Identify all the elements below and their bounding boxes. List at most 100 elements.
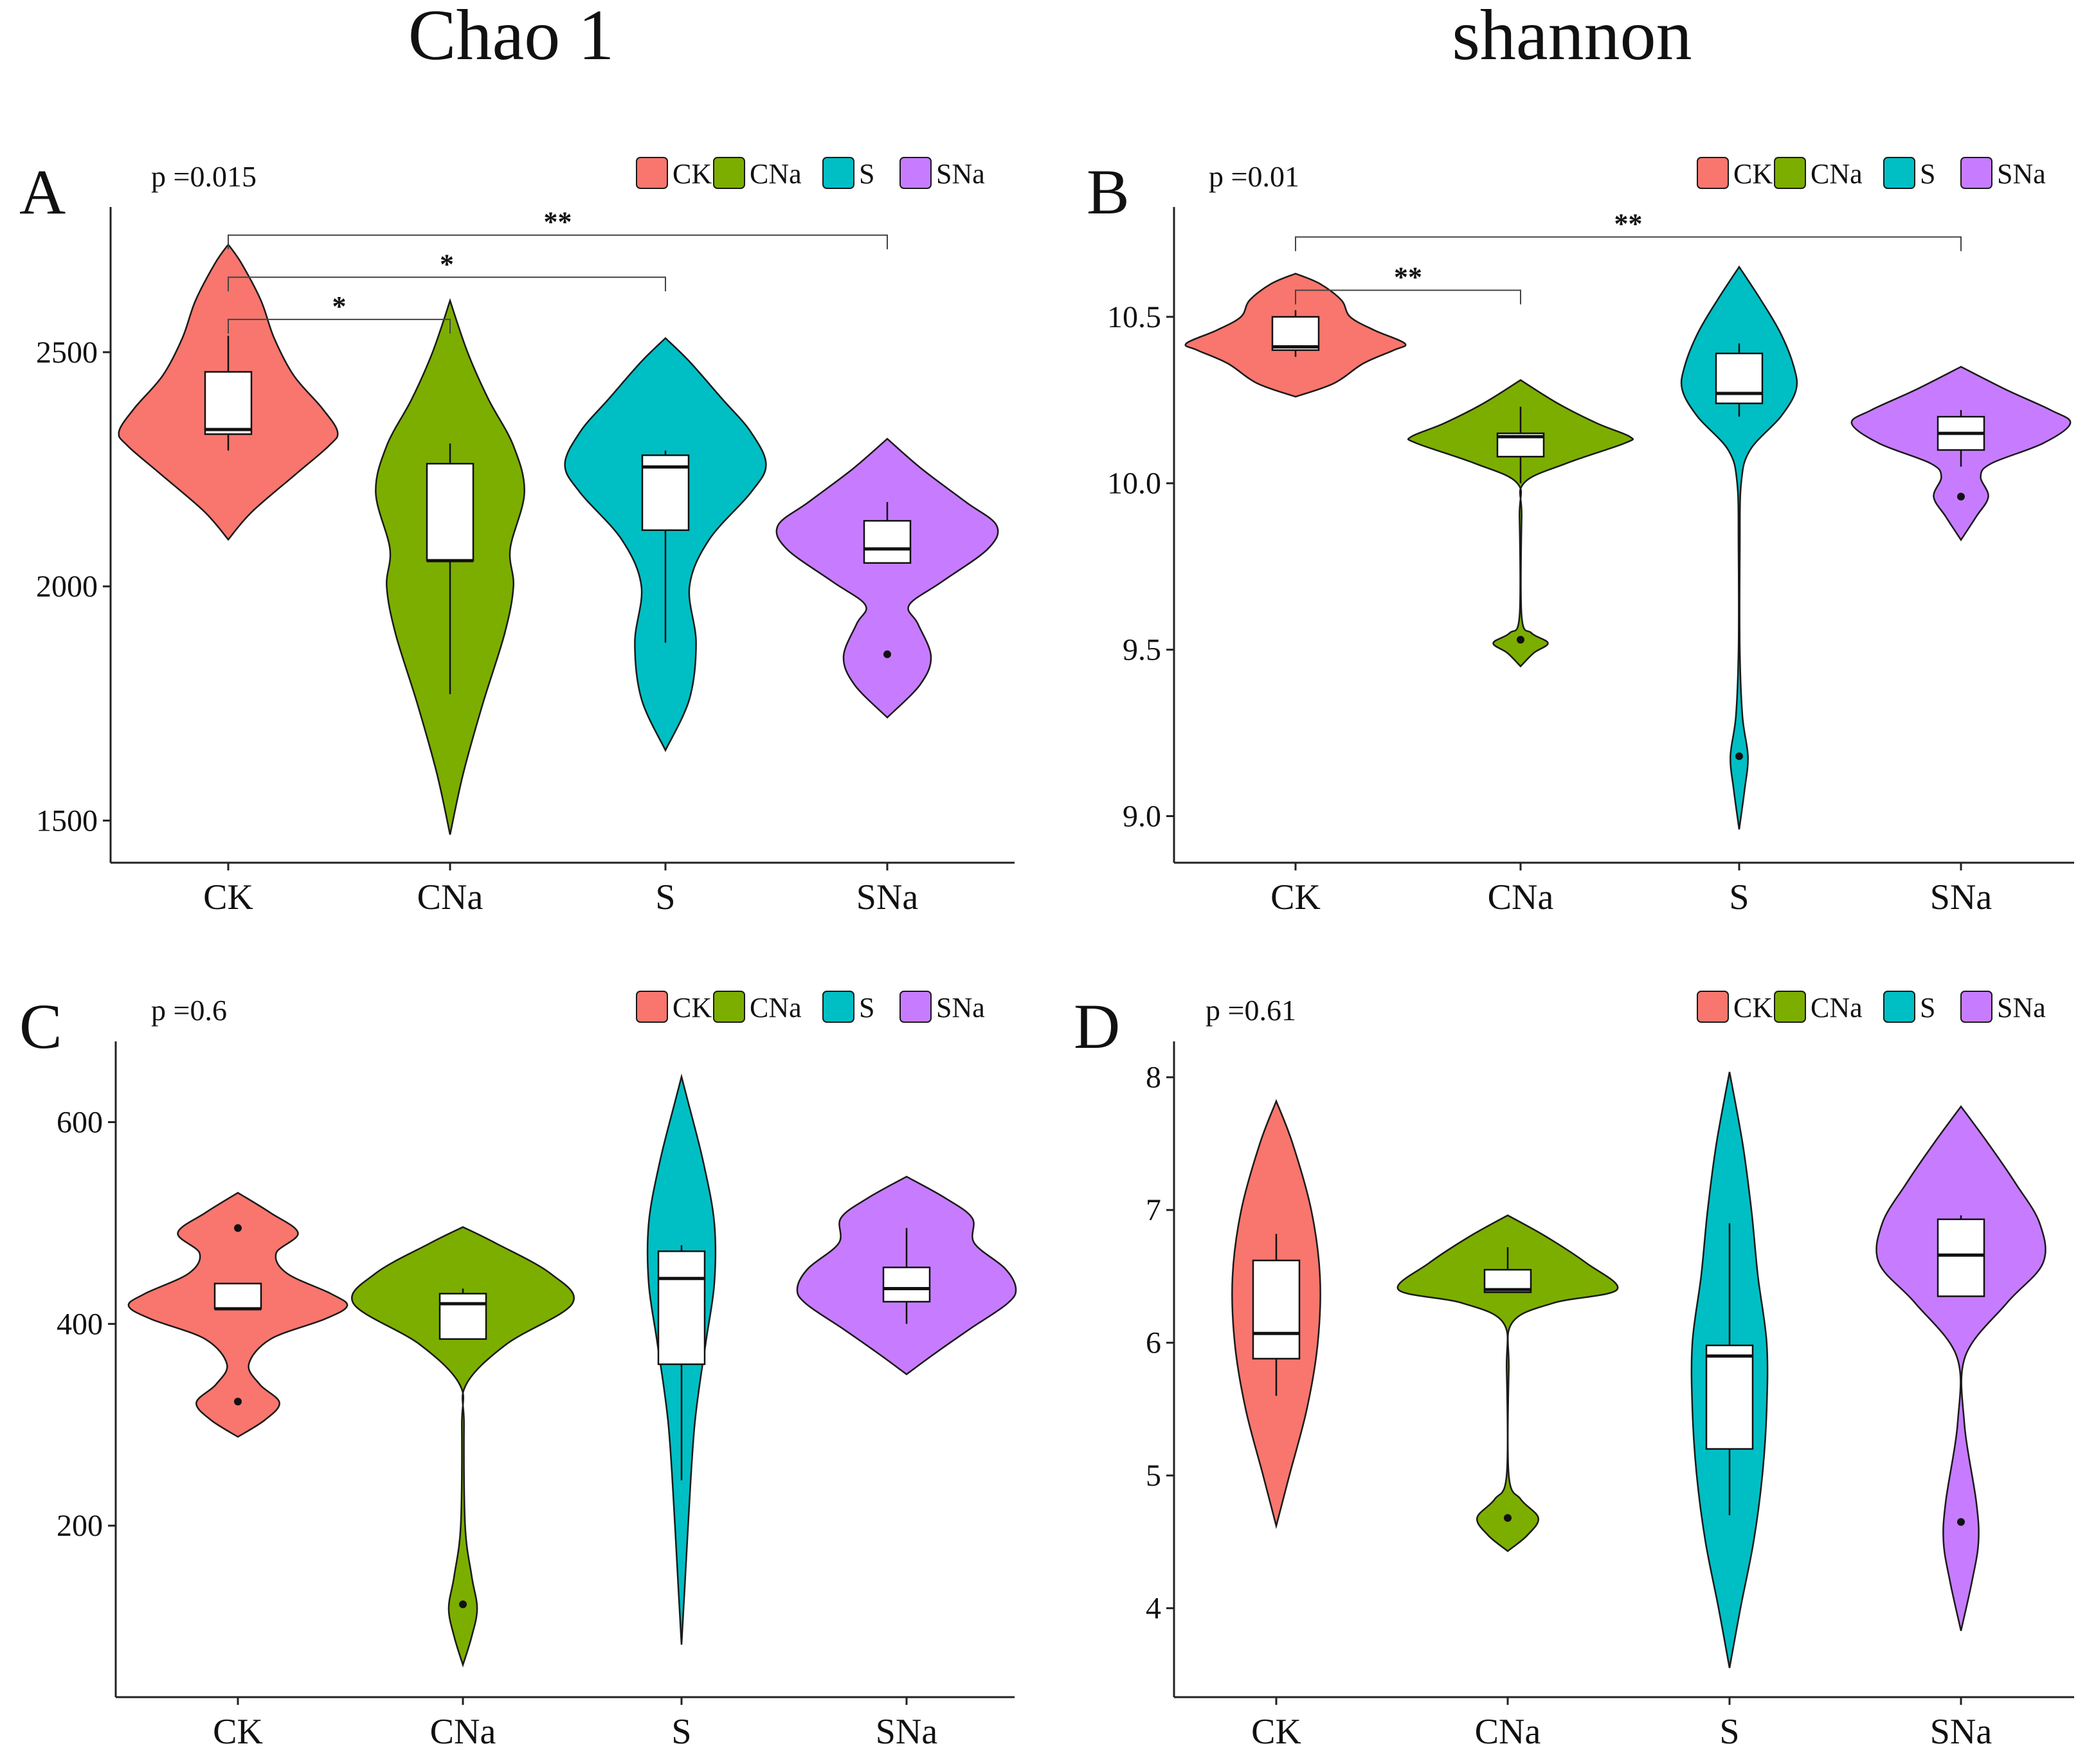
x-tick-label-cna: CNa — [430, 1712, 496, 1752]
legend-label-ck: CK — [673, 158, 712, 190]
y-tick-label: 400 — [57, 1307, 103, 1341]
y-tick-label: 2500 — [36, 336, 98, 370]
x-tick-label-s: S — [1729, 878, 1749, 917]
y-tick-label: 6 — [1146, 1326, 1161, 1360]
x-tick-label-ck: CK — [203, 878, 253, 917]
outlier-point-ck — [234, 1398, 242, 1406]
legend-label-sna: SNa — [936, 992, 985, 1023]
x-tick-label-sna: SNa — [856, 878, 919, 917]
column-title-right: shannon — [1452, 0, 1692, 75]
y-tick-label: 9.5 — [1123, 633, 1161, 667]
y-tick-label: 10.0 — [1107, 467, 1161, 501]
p-value-label: p =0.01 — [1209, 160, 1299, 193]
box-s — [657, 1250, 706, 1365]
significance-bracket — [228, 234, 888, 249]
violin-sna — [1875, 1105, 2046, 1632]
outlier-point-s — [1735, 752, 1743, 760]
legend-swatch-s — [822, 157, 854, 189]
significance-bracket — [228, 276, 666, 292]
significance-bracket — [1295, 236, 1962, 251]
y-tick-label: 7 — [1146, 1193, 1161, 1227]
x-tick-label-cna: CNa — [1488, 878, 1554, 917]
box-cna — [438, 1293, 487, 1340]
box-sna — [1937, 1218, 1985, 1297]
legend-swatch-ck — [1697, 157, 1729, 189]
box-sna — [863, 519, 912, 564]
box-ck — [1271, 316, 1320, 351]
legend-swatch-s — [822, 991, 854, 1023]
legend-swatch-cna — [1774, 991, 1806, 1023]
x-tick-label-sna: SNa — [876, 1712, 938, 1752]
legend-label-cna: CNa — [1811, 158, 1863, 190]
legend-label-sna: SNa — [936, 158, 985, 190]
legend-swatch-s — [1883, 991, 1915, 1023]
outlier-point-sna — [1957, 492, 1965, 501]
y-tick-label: 4 — [1146, 1592, 1161, 1626]
significance-label: * — [440, 248, 454, 280]
significance-label: * — [332, 291, 347, 322]
legend-label-s: S — [859, 992, 874, 1023]
legend-label-s: S — [1920, 158, 1935, 190]
box-s — [1705, 1344, 1754, 1450]
x-tick-label-ck: CK — [1270, 878, 1321, 917]
legend-label-cna: CNa — [750, 158, 802, 190]
y-tick-label: 8 — [1146, 1061, 1161, 1095]
outlier-point-cna — [459, 1600, 467, 1608]
legend-swatch-ck — [636, 157, 668, 189]
violin-s — [1680, 265, 1798, 830]
significance-bracket — [228, 318, 451, 334]
legend-label-ck: CK — [1733, 992, 1773, 1023]
outlier-point-ck — [234, 1224, 242, 1232]
box-ck — [1252, 1259, 1301, 1360]
outlier-point-sna — [883, 650, 891, 658]
x-tick-label-ck: CK — [213, 1712, 263, 1752]
legend-swatch-cna — [1774, 157, 1806, 189]
x-tick-label-cna: CNa — [1475, 1712, 1541, 1752]
violin-cna — [351, 1226, 575, 1668]
box-ck — [204, 371, 253, 435]
legend-label-s: S — [1920, 992, 1935, 1023]
box-cna — [426, 463, 474, 562]
violin-sna — [775, 437, 999, 719]
legend-label-sna: SNa — [1997, 158, 2046, 190]
x-tick-label-sna: SNa — [1930, 878, 1992, 917]
y-tick-label: 2000 — [36, 570, 98, 604]
y-tick-label: 5 — [1146, 1459, 1161, 1493]
legend-swatch-sna — [899, 991, 932, 1023]
p-value-label: p =0.015 — [151, 160, 257, 193]
legend-label-sna: SNa — [1997, 992, 2046, 1023]
outlier-point-sna — [1957, 1518, 1965, 1526]
legend-swatch-cna — [713, 157, 745, 189]
legend-swatch-sna — [1960, 991, 1992, 1023]
legend-label-cna: CNa — [750, 992, 802, 1023]
significance-label: ** — [1614, 208, 1643, 240]
x-tick-label-ck: CK — [1251, 1712, 1301, 1752]
box-s — [1715, 352, 1764, 404]
legend-swatch-s — [1883, 157, 1915, 189]
panel-letter: C — [19, 991, 62, 1062]
panel-letter: A — [19, 156, 66, 228]
panel-letter: B — [1087, 156, 1130, 228]
legend-label-s: S — [859, 158, 874, 190]
significance-label: ** — [1394, 261, 1422, 292]
significance-bracket — [1295, 289, 1521, 305]
y-tick-label: 200 — [57, 1509, 103, 1543]
x-tick-label-s: S — [671, 1712, 691, 1752]
legend-swatch-sna — [1960, 157, 1992, 189]
box-sna — [882, 1266, 931, 1303]
legend-label-ck: CK — [1733, 158, 1773, 190]
legend-label-cna: CNa — [1811, 992, 1863, 1023]
panel-letter: D — [1074, 991, 1120, 1062]
y-tick-label: 600 — [57, 1106, 103, 1140]
outlier-point-cna — [1517, 636, 1524, 644]
p-value-label: p =0.6 — [151, 994, 227, 1027]
legend-label-ck: CK — [673, 992, 712, 1023]
outlier-point-cna — [1504, 1514, 1512, 1522]
column-title-left: Chao 1 — [408, 0, 614, 75]
legend-swatch-cna — [713, 991, 745, 1023]
